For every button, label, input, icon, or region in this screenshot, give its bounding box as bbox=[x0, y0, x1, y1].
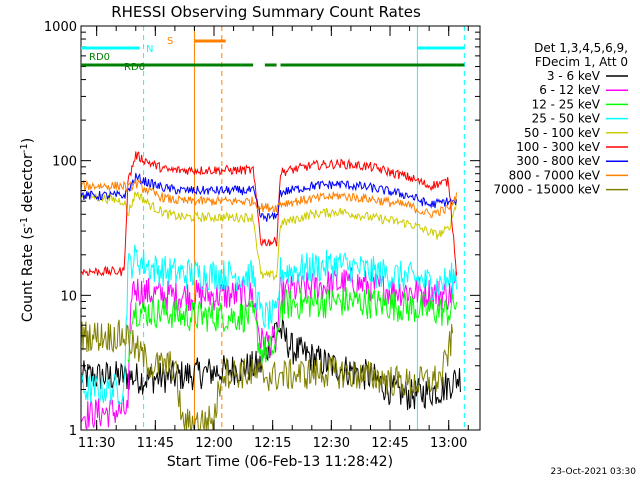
legend-label-0: 3 - 6 keV bbox=[547, 69, 601, 83]
series-line-8 bbox=[80, 319, 454, 432]
x-tick-label-0: 11:30 bbox=[78, 436, 115, 451]
y-tick-label-0: 1 bbox=[69, 424, 77, 439]
footer-timestamp: 23-Oct-2021 03:30 bbox=[551, 467, 637, 477]
series-line-5 bbox=[80, 151, 457, 277]
axes: 1 10 100 1000 11:30 11:45 12:00 12:15 12:30 12:45… bbox=[44, 20, 481, 451]
plot-area bbox=[80, 26, 465, 432]
y-tick-label-1: 10 bbox=[60, 289, 77, 304]
y-axis-label-main: Count Rate (s bbox=[20, 227, 36, 322]
series-line-3 bbox=[80, 244, 457, 405]
y-axis-label: Count Rate (s-1 detector-1) bbox=[19, 138, 36, 322]
y-axis-label-mid: detector bbox=[20, 153, 36, 217]
series-line-4 bbox=[80, 191, 457, 281]
legend-label-4: 50 - 100 keV bbox=[524, 126, 601, 140]
legend-label-7: 800 - 7000 keV bbox=[509, 168, 601, 182]
series-line-2 bbox=[127, 287, 457, 366]
legend-label-2: 12 - 25 keV bbox=[532, 97, 601, 111]
x-tick-label-3: 12:15 bbox=[254, 436, 291, 451]
legend-label-5: 100 - 300 keV bbox=[516, 140, 600, 154]
legend-header-line-1: Det 1,3,4,5,6,9, bbox=[534, 41, 628, 55]
status-bar-label-s: S bbox=[167, 36, 173, 47]
x-tick-label-6: 13:00 bbox=[430, 436, 467, 451]
x-tick-label-1: 11:45 bbox=[137, 436, 174, 451]
series-line-6 bbox=[80, 172, 457, 222]
status-bar-label-rd6: RD6 bbox=[124, 62, 145, 73]
status-bar-label-rd0: RD0 bbox=[89, 52, 110, 63]
y-axis-label-end: ) bbox=[20, 138, 36, 143]
y-axis-label-sup1: -1 bbox=[19, 217, 30, 227]
status-bar-label-n: N bbox=[146, 44, 153, 55]
legend-label-6: 300 - 800 keV bbox=[516, 154, 600, 168]
x-tick-label-2: 12:00 bbox=[195, 436, 232, 451]
x-tick-label-4: 12:30 bbox=[313, 436, 350, 451]
x-axis-label: Start Time (06-Feb-13 11:28:42) bbox=[167, 454, 393, 470]
plot-frame bbox=[80, 25, 481, 431]
legend-label-1: 6 - 12 keV bbox=[539, 83, 601, 97]
series-line-7 bbox=[80, 179, 457, 219]
x-tick-label-5: 12:45 bbox=[371, 436, 408, 451]
y-tick-label-3: 1000 bbox=[44, 20, 77, 35]
chart-title: RHESSI Observing Summary Count Rates bbox=[111, 3, 421, 21]
legend-label-3: 25 - 50 keV bbox=[532, 112, 601, 126]
legend-header-line-2: FDecim 1, Att 0 bbox=[535, 55, 628, 69]
y-tick-label-2: 100 bbox=[52, 155, 77, 170]
legend-label-8: 7000 - 15000 keV bbox=[493, 183, 600, 197]
y-axis-label-sup2: -1 bbox=[19, 143, 30, 153]
legend: Det 1,3,4,5,6,9, FDecim 1, Att 0 3 - 6 k… bbox=[493, 41, 628, 197]
